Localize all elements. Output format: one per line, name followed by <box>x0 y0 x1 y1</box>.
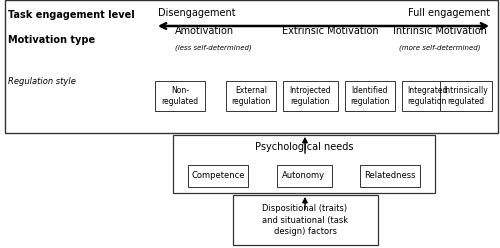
FancyBboxPatch shape <box>440 81 492 111</box>
Text: Identified
regulation: Identified regulation <box>350 86 390 106</box>
Text: Dispositional (traits)
and situational (task
design) factors: Dispositional (traits) and situational (… <box>262 204 348 236</box>
Text: Extrinsic Motivation: Extrinsic Motivation <box>282 26 378 36</box>
Text: Regulation style: Regulation style <box>8 77 76 87</box>
FancyBboxPatch shape <box>282 81 338 111</box>
FancyBboxPatch shape <box>226 81 276 111</box>
Text: Amotivation: Amotivation <box>175 26 234 36</box>
Text: External
regulation: External regulation <box>232 86 270 106</box>
FancyBboxPatch shape <box>155 81 205 111</box>
Text: Motivation type: Motivation type <box>8 35 95 45</box>
Text: Intrinsically
regulated: Intrinsically regulated <box>444 86 488 106</box>
Text: Introjected
regulation: Introjected regulation <box>289 86 331 106</box>
Text: (less self-determined): (less self-determined) <box>175 44 252 51</box>
Text: Competence: Competence <box>191 172 245 181</box>
Text: Intrinsic Motivation: Intrinsic Motivation <box>393 26 487 36</box>
FancyBboxPatch shape <box>173 135 435 193</box>
FancyBboxPatch shape <box>276 165 332 187</box>
Text: Psychological needs: Psychological needs <box>255 142 353 152</box>
Text: (more self-determined): (more self-determined) <box>399 44 481 51</box>
FancyBboxPatch shape <box>188 165 248 187</box>
Text: Disengagement: Disengagement <box>158 8 236 18</box>
FancyBboxPatch shape <box>360 165 420 187</box>
FancyBboxPatch shape <box>233 195 378 245</box>
FancyBboxPatch shape <box>345 81 395 111</box>
Text: Integrated
regulation: Integrated regulation <box>407 86 447 106</box>
Text: Autonomy: Autonomy <box>282 172 326 181</box>
Text: Relatedness: Relatedness <box>364 172 416 181</box>
Text: Non-
regulated: Non- regulated <box>162 86 198 106</box>
Text: Task engagement level: Task engagement level <box>8 10 135 20</box>
FancyBboxPatch shape <box>5 0 498 133</box>
Text: Full engagement: Full engagement <box>408 8 490 18</box>
FancyBboxPatch shape <box>402 81 452 111</box>
